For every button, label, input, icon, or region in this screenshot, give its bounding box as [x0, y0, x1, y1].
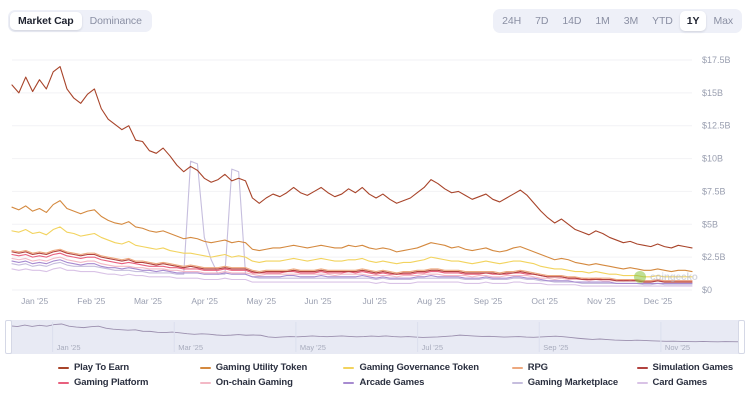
navigator-svg: Jan '25 Mar '25 May '25 Jul '25 Sep '25 Nov '…	[9, 322, 741, 352]
x-axis-tick-label: Apr '25	[191, 296, 218, 306]
y-axis-tick-label: $12.5B	[702, 121, 731, 131]
range-tab-ytd[interactable]: YTD	[652, 15, 673, 27]
legend-label: Gaming Utility Token	[215, 362, 308, 373]
legend-item[interactable]: On-chain Gaming	[199, 377, 344, 388]
range-tab-max[interactable]: Max	[713, 15, 733, 27]
legend-label: Simulation Games	[652, 362, 734, 373]
navigator-handle-left[interactable]	[5, 320, 12, 354]
legend-swatch-icon	[343, 381, 355, 384]
chart-series-line	[11, 250, 693, 283]
x-axis-tick-label: Mar '25	[134, 296, 162, 306]
chart-series-line	[11, 200, 693, 273]
navigator-x-label: Nov '25	[665, 343, 690, 352]
legend-label: Card Games	[652, 377, 708, 388]
legend-swatch-icon	[511, 366, 523, 369]
legend-label: Gaming Platform	[74, 377, 149, 388]
y-axis-tick-label: $7.5B	[702, 186, 726, 196]
navigator-x-label: May '25	[300, 343, 326, 352]
range-tab-3m[interactable]: 3M	[623, 15, 639, 27]
metric-tab-market-cap[interactable]: Market Cap	[10, 12, 82, 30]
chart-series-line	[11, 252, 693, 282]
legend-item[interactable]: Play To Earn	[58, 362, 200, 373]
navigator-series-line	[9, 323, 741, 343]
navigator-handle-right[interactable]	[738, 320, 745, 354]
legend-swatch-icon	[636, 366, 648, 369]
x-axis-tick-label: Oct '25	[531, 296, 558, 306]
chart-series-line	[11, 226, 693, 278]
range-tab-1y[interactable]: 1Y	[679, 11, 707, 31]
legend-label: Gaming Marketplace	[527, 377, 618, 388]
chart-svg: $17.5B $15B $12.5B $10B $7.5B $5B $2.5B $0 Jan '…	[11, 55, 731, 306]
legend-row: Gaming Platform On-chain Gaming Arcade Gam…	[58, 375, 750, 390]
navigator-x-label: Jan '25	[57, 343, 81, 352]
legend-swatch-icon	[199, 381, 211, 384]
x-axis-tick-label: Sep '25	[474, 296, 503, 306]
y-axis-tick-label: $17.5B	[702, 55, 731, 65]
legend-label: Gaming Governance Token	[359, 362, 479, 373]
x-axis-tick-label: Dec '25	[644, 296, 673, 306]
legend-item[interactable]: Gaming Platform	[58, 377, 200, 388]
chart-range-navigator[interactable]: Jan '25 Mar '25 May '25 Jul '25 Sep '25 Nov '…	[5, 320, 745, 354]
chart-series-line	[11, 248, 693, 282]
legend-swatch-icon	[636, 381, 648, 384]
legend-item[interactable]: Card Games	[636, 377, 750, 388]
y-axis-tick-label: $0	[702, 285, 712, 295]
legend-row: Play To Earn Gaming Utility Token Gaming G…	[58, 360, 750, 375]
x-axis-tick-label: Jul '25	[363, 296, 388, 306]
chart-series-line	[11, 256, 693, 283]
navigator-x-label: Jul '25	[422, 343, 443, 352]
legend-label: Arcade Games	[359, 377, 425, 388]
x-axis-tick-label: Jan '25	[21, 296, 48, 306]
metric-tab-group[interactable]: Market Cap Dominance	[8, 10, 152, 32]
legend-swatch-icon	[58, 381, 69, 384]
time-range-tab-group[interactable]: 24H 7D 14D 1M 3M YTD 1Y Max	[493, 9, 742, 33]
y-axis-tick-label: $5B	[702, 219, 718, 229]
chart-series-line	[11, 160, 693, 286]
y-axis-tick-label: $10B	[702, 154, 723, 164]
x-axis-tick-label: Feb '25	[77, 296, 105, 306]
range-tab-7d[interactable]: 7D	[535, 15, 549, 27]
range-tab-1m[interactable]: 1M	[595, 15, 610, 27]
x-axis-tick-label: Jun '25	[304, 296, 331, 306]
legend-swatch-icon	[58, 366, 69, 369]
legend-label: RPG	[527, 362, 548, 373]
legend-item[interactable]: Gaming Utility Token	[199, 362, 344, 373]
x-axis-tick-label: May '25	[247, 296, 277, 306]
legend-item[interactable]: RPG	[511, 362, 637, 373]
chart-series-line	[11, 66, 693, 249]
legend-label: On-chain Gaming	[215, 377, 293, 388]
range-tab-14d[interactable]: 14D	[562, 15, 582, 27]
navigator-x-label: Mar '25	[178, 343, 203, 352]
chart-legend: Play To Earn Gaming Utility Token Gaming G…	[0, 360, 750, 400]
chart-toolbar: Market Cap Dominance 24H 7D 14D 1M 3M YTD 1Y Max	[0, 0, 750, 38]
y-axis-tick-label: $15B	[702, 88, 723, 98]
legend-swatch-icon	[199, 366, 211, 369]
legend-item[interactable]: Simulation Games	[636, 362, 750, 373]
range-tab-24h[interactable]: 24H	[502, 15, 522, 27]
chart-series-line	[11, 259, 693, 284]
chart-plot-area[interactable]: $17.5B $15B $12.5B $10B $7.5B $5B $2.5B $0 Jan '…	[0, 42, 750, 312]
legend-swatch-icon	[343, 366, 355, 369]
legend-item[interactable]: Gaming Marketplace	[511, 377, 637, 388]
y-axis-tick-label: $2.5B	[702, 252, 726, 262]
legend-swatch-icon	[511, 381, 523, 384]
x-axis-tick-label: Nov '25	[587, 296, 616, 306]
metric-tab-dominance[interactable]: Dominance	[89, 15, 142, 27]
legend-label: Play To Earn	[74, 362, 130, 373]
x-axis-tick-label: Aug '25	[417, 296, 446, 306]
legend-item[interactable]: Arcade Games	[343, 377, 511, 388]
legend-item[interactable]: Gaming Governance Token	[343, 362, 511, 373]
navigator-x-label: Sep '25	[543, 343, 568, 352]
chart-series-line	[11, 267, 693, 287]
